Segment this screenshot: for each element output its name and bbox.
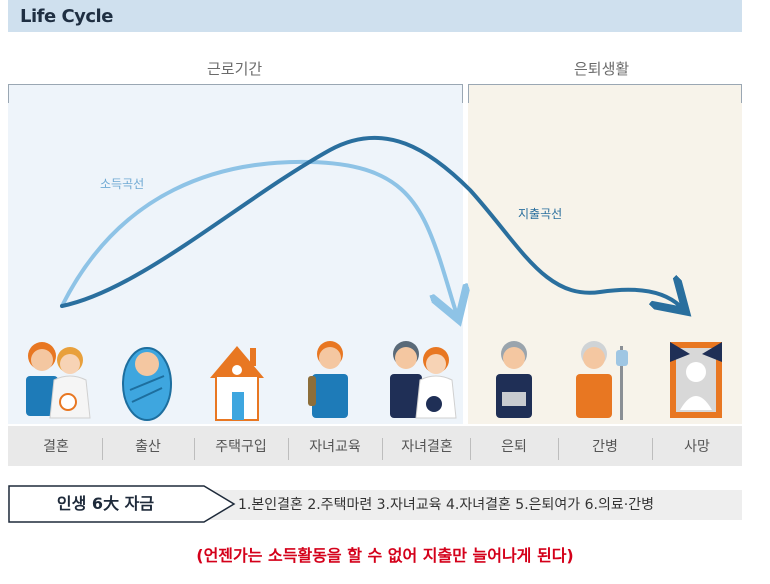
- stage-divider: [194, 438, 195, 460]
- income-curve-label: 소득곡선: [100, 177, 145, 191]
- stage-row: 결혼 출산 주택구입 자녀교육 자녀결혼 은퇴 간병 사망: [8, 426, 742, 466]
- stage-divider: [382, 438, 383, 460]
- funds-items: 1.본인결혼 2.주택마련 3.자녀교육 4.자녀결혼 5.은퇴여가 6.의료·…: [238, 497, 654, 513]
- stage-label: 주택구입: [215, 439, 267, 455]
- retiree-icon: [496, 341, 532, 418]
- stage-label: 은퇴: [501, 439, 527, 455]
- stage-label: 자녀교육: [309, 439, 361, 455]
- stage-divider: [652, 438, 653, 460]
- income-curve: [60, 159, 456, 312]
- wedding-couple-icon: [26, 342, 91, 419]
- patient-icon: [576, 341, 628, 420]
- retirement-label: 은퇴생활: [574, 60, 630, 78]
- stage-label: 자녀결혼: [401, 439, 453, 455]
- child-wedding-icon: [390, 341, 457, 419]
- expense-curve: [60, 135, 680, 306]
- stage-divider: [288, 438, 289, 460]
- stage-label: 사망: [684, 439, 710, 455]
- expense-curve-label: 지출곡선: [518, 207, 563, 221]
- funds-title: 인생 6大 자금: [56, 494, 155, 513]
- stage-label: 간병: [592, 439, 618, 455]
- work-bracket: [8, 84, 463, 103]
- life-funds-row: 1.본인결혼 2.주택마련 3.자녀교육 4.자녀결혼 5.은퇴여가 6.의료·…: [8, 485, 742, 523]
- retire-bracket: [468, 84, 742, 103]
- stage-divider: [470, 438, 471, 460]
- stage-divider: [558, 438, 559, 460]
- stage-divider: [102, 438, 103, 460]
- stage-label: 출산: [135, 439, 161, 455]
- house-icon: [210, 346, 264, 421]
- title-bar: Life Cycle: [8, 0, 742, 32]
- caption-note: (언젠가는 소득활동을 할 수 없어 지출만 늘어나게 된다): [196, 546, 574, 565]
- work-period-label: 근로기간: [207, 60, 263, 78]
- page-title: Life Cycle: [20, 5, 113, 27]
- baby-icon: [122, 347, 172, 421]
- student-icon: [308, 341, 348, 418]
- memorial-portrait-icon: [670, 342, 722, 418]
- stage-label: 결혼: [43, 439, 69, 455]
- funds-arrow-shape: [8, 485, 236, 523]
